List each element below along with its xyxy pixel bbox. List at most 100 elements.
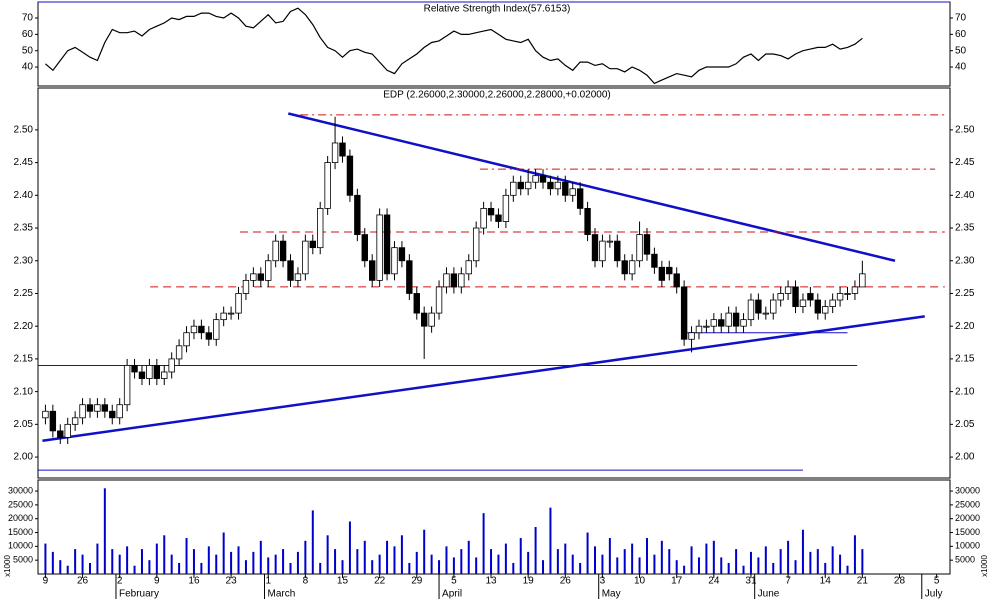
volume-bar	[705, 543, 708, 574]
volume-bar	[215, 554, 218, 574]
volume-bar	[512, 562, 515, 574]
volume-bar	[668, 549, 671, 574]
candle-body	[480, 208, 487, 229]
volume-bar	[497, 554, 500, 574]
volume-bar	[185, 538, 188, 574]
x-tick-label: 26	[77, 576, 89, 587]
month-label: February	[119, 589, 159, 599]
volume-bar	[653, 554, 656, 574]
x-tick-label: 2	[117, 576, 123, 587]
candle-body	[42, 410, 49, 419]
y-tick-label: 50	[22, 45, 34, 56]
candle-body	[190, 325, 198, 334]
candle-body	[606, 240, 614, 243]
candle-body	[153, 365, 161, 379]
volume-unit: x1000	[980, 555, 989, 577]
volume-bar	[59, 560, 62, 574]
candle-body	[406, 260, 413, 294]
y-tick-label: 2.15	[955, 354, 975, 365]
candle-body	[346, 155, 354, 196]
candle-body	[673, 273, 680, 288]
volume-bar	[237, 546, 240, 574]
candle-body	[413, 293, 420, 314]
y-tick-label: 40	[22, 62, 34, 73]
candle-body	[86, 404, 94, 412]
y-tick-label: 5000	[955, 555, 975, 565]
candle-body	[131, 365, 138, 373]
volume-bar	[51, 551, 54, 574]
y-tick-label: 2.50	[955, 125, 975, 136]
candle-body	[851, 286, 859, 294]
candle-body	[784, 286, 792, 294]
volume-bar	[801, 529, 804, 574]
candle-body	[666, 266, 673, 275]
candle-body	[213, 319, 220, 340]
volume-bar	[645, 538, 648, 574]
candle-body	[250, 273, 257, 281]
x-tick-label: 22	[374, 576, 386, 587]
volume-bar	[274, 554, 277, 574]
y-tick-label: 2.05	[955, 419, 975, 430]
y-tick-label: 2.45	[955, 157, 975, 168]
volume-bar	[356, 549, 359, 574]
volume-bar	[697, 557, 700, 574]
y-tick-label: 2.00	[955, 452, 975, 463]
month-label: March	[268, 589, 296, 599]
y-tick-label: 5000	[13, 555, 33, 565]
y-tick-label: 2.30	[955, 255, 975, 266]
x-tick-label: 24	[708, 576, 720, 587]
y-tick-label: 2.10	[14, 386, 34, 397]
volume-bar	[482, 513, 485, 574]
candle-body	[420, 312, 428, 327]
candle-body	[554, 181, 562, 190]
price-frame	[37, 87, 951, 479]
candle-body	[465, 260, 472, 275]
volume-bar	[423, 529, 426, 574]
x-tick-label: 13	[485, 576, 497, 587]
volume-bar	[616, 557, 619, 574]
volume-bar	[415, 551, 418, 574]
x-tick-label: 31	[745, 576, 757, 587]
candle-body	[49, 410, 57, 432]
volume-bar	[742, 565, 745, 574]
volume-bar	[638, 557, 641, 574]
volume-bar	[542, 560, 545, 574]
x-tick-label: 29	[411, 576, 423, 587]
volume-bar	[631, 543, 634, 574]
volume-bar	[772, 562, 775, 574]
candle-body	[829, 299, 836, 307]
candle-body	[109, 410, 116, 419]
candle-body	[799, 299, 807, 307]
candle-body	[94, 404, 101, 412]
y-tick-label: 25000	[955, 499, 980, 509]
y-tick-label: 2.15	[14, 354, 34, 365]
volume-bar	[764, 546, 767, 574]
candle-body	[235, 293, 242, 314]
trend-line	[287, 112, 896, 262]
x-tick-label: 17	[671, 576, 683, 587]
candle-body	[265, 260, 272, 281]
candle-body	[324, 162, 331, 209]
volume-bar	[103, 488, 106, 574]
y-tick-label: 70	[22, 13, 34, 24]
volume-bar	[445, 546, 448, 574]
x-tick-label: 7	[785, 576, 791, 587]
volume-bar	[400, 535, 403, 574]
y-tick-label: 2.50	[14, 125, 34, 136]
volume-bar	[601, 554, 604, 574]
candle-body	[822, 306, 829, 314]
candle-body	[658, 266, 666, 281]
candle-body	[710, 319, 718, 327]
y-tick-label: 2.30	[14, 255, 34, 266]
candle-body	[168, 358, 175, 373]
volume-bar	[549, 507, 552, 574]
volume-bar	[861, 549, 864, 574]
volume-bar	[675, 560, 678, 574]
candle-body	[732, 312, 740, 327]
candle-body	[532, 175, 539, 183]
candle-body	[844, 293, 851, 295]
y-tick-label: 2.40	[955, 190, 975, 201]
volume-bar	[623, 549, 626, 574]
candle-body	[398, 247, 406, 262]
volume-bar	[304, 540, 307, 574]
